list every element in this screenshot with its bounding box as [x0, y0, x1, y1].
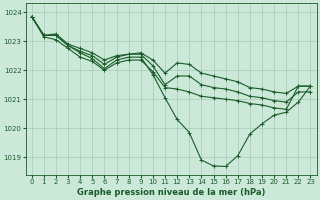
X-axis label: Graphe pression niveau de la mer (hPa): Graphe pression niveau de la mer (hPa) — [77, 188, 265, 197]
